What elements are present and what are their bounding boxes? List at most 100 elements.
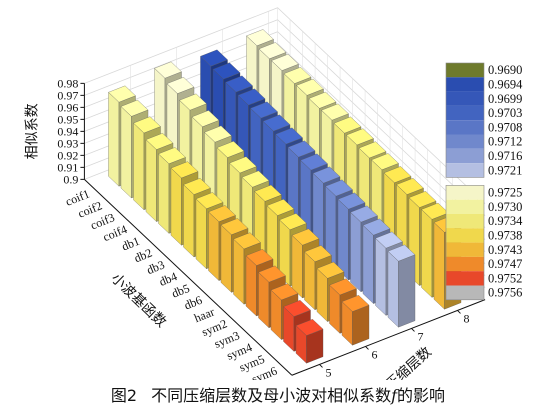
- bar-front-face: [183, 184, 195, 258]
- bar-top-face: [108, 85, 136, 103]
- category-tick-label: db3: [145, 257, 167, 277]
- bar-top-face: [270, 283, 299, 301]
- bar-front-face: [145, 139, 157, 222]
- colorbar-label: 0.9694: [488, 77, 523, 91]
- bar-top-face: [408, 191, 437, 208]
- bar-front-face: [108, 91, 120, 187]
- bar-top-face: [145, 133, 174, 150]
- bar-front-face: [291, 234, 303, 299]
- bar-top-face: [296, 78, 324, 96]
- bar-top-face: [308, 91, 337, 109]
- colorbar-swatch: [446, 228, 484, 243]
- bar-top-face: [241, 170, 270, 188]
- bar-top-face: [283, 67, 312, 84]
- y-tick-label: 6: [372, 347, 378, 361]
- caption-text: 不同压缩层数及母小波对相似系数: [151, 386, 392, 405]
- bar-top-face: [295, 319, 324, 336]
- colorbar-frame: [445, 62, 485, 178]
- bar-top-face: [120, 99, 149, 117]
- bar-top-face: [325, 179, 353, 197]
- bar-top-face: [179, 93, 207, 111]
- bar-front-face: [233, 238, 245, 305]
- colorbar-label: 0.9708: [488, 120, 522, 134]
- figure-caption: 图2 不同压缩层数及母小波对相似系数f的影响: [0, 382, 556, 406]
- colorbar-swatch: [446, 271, 484, 286]
- y-tick-label: 5: [326, 365, 332, 379]
- bar-top-face: [262, 114, 291, 132]
- colorbar-label: 0.9734: [488, 214, 523, 228]
- colorbar-swatch: [446, 91, 484, 106]
- z-tick-label: 0.92: [57, 148, 78, 162]
- bar-front-face: [195, 198, 207, 270]
- bar-top-face: [191, 110, 220, 127]
- colorbar-swatch: [446, 148, 484, 164]
- bar-top-face: [237, 88, 266, 106]
- bar-top-face: [304, 245, 332, 262]
- bar-top-face: [383, 166, 412, 183]
- bar-front-face: [220, 224, 232, 293]
- bar-chart-3d: 0.980.970.960.950.940.930.920.910.9相似系数c…: [24, 7, 523, 380]
- bar-front-face: [208, 211, 220, 281]
- bar-top-face: [204, 125, 232, 143]
- bar-top-face: [229, 156, 257, 174]
- z-tick-label: 0.91: [57, 160, 78, 174]
- bar-top-face: [200, 49, 228, 67]
- colorbar-label: 0.9699: [488, 92, 522, 106]
- figure-number: 图2: [110, 386, 138, 405]
- bar-top-face: [396, 178, 424, 195]
- category-tick-label: db4: [157, 269, 179, 289]
- y-tick: [319, 364, 323, 368]
- colorbar-frame: [445, 185, 485, 301]
- bar-top-face: [287, 140, 316, 158]
- bar-top-face: [154, 61, 182, 79]
- colorbar-label: 0.9690: [488, 63, 522, 77]
- bar-front-face: [375, 237, 387, 316]
- category-tick-label: db5: [170, 281, 192, 301]
- bar-front-face: [245, 255, 257, 317]
- y-tick-label: 8: [464, 311, 470, 325]
- category-tick-label: db1: [120, 234, 142, 254]
- colorbar-label: 0.9738: [488, 228, 522, 242]
- bar-top-face: [329, 278, 357, 296]
- colorbar-label: 0.9756: [488, 286, 522, 300]
- z-tick-label: 0.93: [57, 136, 78, 150]
- bar-top-face: [220, 218, 249, 235]
- bar-front-face: [120, 106, 132, 199]
- layer-axis-line: [291, 299, 486, 376]
- bar-top-face: [166, 77, 195, 94]
- bar-front-face: [433, 222, 445, 310]
- bar-top-face: [183, 178, 211, 195]
- colorbar-label: 0.9725: [488, 186, 522, 200]
- bar-top-face: [279, 213, 307, 230]
- category-axis-line: [84, 178, 293, 376]
- colorbar-swatch: [446, 242, 484, 257]
- colorbar-swatch: [446, 285, 484, 300]
- z-tick-label: 0.96: [57, 100, 78, 114]
- colorbar-label: 0.9716: [488, 149, 522, 163]
- colorbar-swatch: [446, 63, 484, 78]
- bar-top-face: [371, 153, 399, 170]
- bar-top-face: [333, 116, 362, 134]
- bar-top-face: [350, 205, 378, 223]
- category-tick-label: db6: [182, 293, 204, 313]
- bar-top-face: [208, 205, 236, 222]
- bar-top-face: [158, 147, 186, 164]
- z-tick-label: 0.9: [63, 172, 78, 186]
- bar-top-face: [375, 231, 403, 249]
- bar-top-face: [291, 228, 320, 246]
- y-tick: [411, 328, 415, 332]
- y-tick: [365, 346, 369, 350]
- bar-front-face: [158, 153, 170, 234]
- bar-top-face: [195, 192, 224, 209]
- z-tick-label: 0.98: [57, 76, 78, 90]
- bar-top-face: [312, 166, 341, 184]
- bar-top-face: [316, 261, 345, 279]
- colorbar-swatch: [446, 134, 484, 149]
- bar-top-face: [300, 153, 328, 171]
- bar-top-face: [346, 128, 374, 146]
- bar-front-face: [421, 209, 433, 298]
- bar-top-face: [358, 141, 387, 159]
- y-tick-label: 7: [418, 329, 424, 343]
- bar-front-face: [170, 167, 182, 246]
- colorbar-swatch: [446, 163, 484, 178]
